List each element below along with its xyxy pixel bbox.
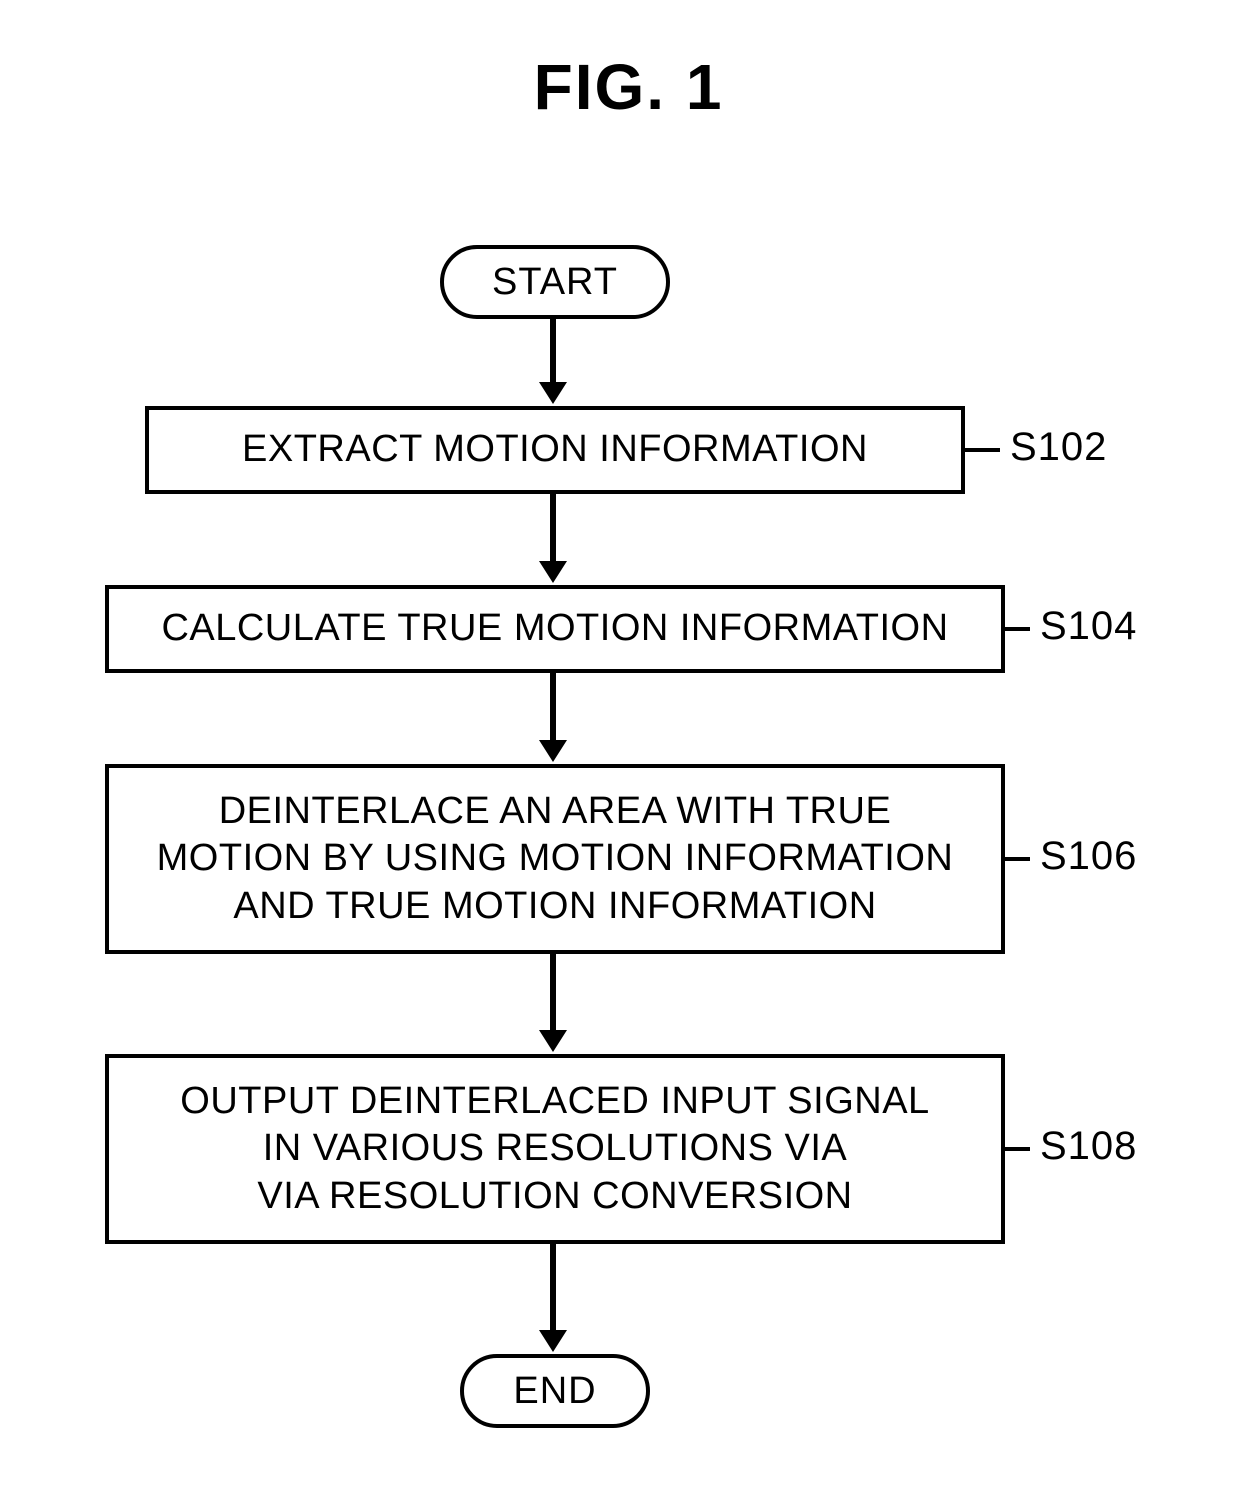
step-text: DEINTERLACE AN AREA WITH TRUE MOTION BY …	[157, 788, 954, 931]
step-label-s108: S108	[1040, 1124, 1137, 1169]
page: FIG. 1 START EXTRACT MOTION INFORMATION …	[0, 0, 1257, 1485]
step-s102: EXTRACT MOTION INFORMATION	[145, 406, 965, 494]
figure-title: FIG. 1	[0, 50, 1257, 124]
step-text: EXTRACT MOTION INFORMATION	[242, 426, 868, 474]
step-label-s104: S104	[1040, 604, 1137, 649]
step-s106: DEINTERLACE AN AREA WITH TRUE MOTION BY …	[105, 764, 1005, 954]
leader-line	[1005, 627, 1030, 631]
leader-line	[1005, 1147, 1030, 1151]
arrow-head-icon	[539, 561, 567, 583]
step-text: OUTPUT DEINTERLACED INPUT SIGNAL IN VARI…	[180, 1078, 929, 1221]
arrow	[550, 954, 556, 1032]
step-s108: OUTPUT DEINTERLACED INPUT SIGNAL IN VARI…	[105, 1054, 1005, 1244]
step-label-s106: S106	[1040, 834, 1137, 879]
arrow-head-icon	[539, 1030, 567, 1052]
arrow-head-icon	[539, 1330, 567, 1352]
start-terminal: START	[440, 245, 670, 319]
leader-line	[1005, 857, 1030, 861]
leader-line	[965, 448, 1000, 452]
arrow	[550, 494, 556, 563]
step-label-s102: S102	[1010, 425, 1107, 470]
arrow-head-icon	[539, 740, 567, 762]
arrow	[550, 673, 556, 742]
arrow	[550, 1244, 556, 1332]
start-label: START	[492, 261, 618, 304]
step-text: CALCULATE TRUE MOTION INFORMATION	[161, 605, 948, 653]
arrow-head-icon	[539, 382, 567, 404]
arrow	[550, 319, 556, 384]
step-s104: CALCULATE TRUE MOTION INFORMATION	[105, 585, 1005, 673]
end-terminal: END	[460, 1354, 650, 1428]
end-label: END	[513, 1370, 596, 1413]
